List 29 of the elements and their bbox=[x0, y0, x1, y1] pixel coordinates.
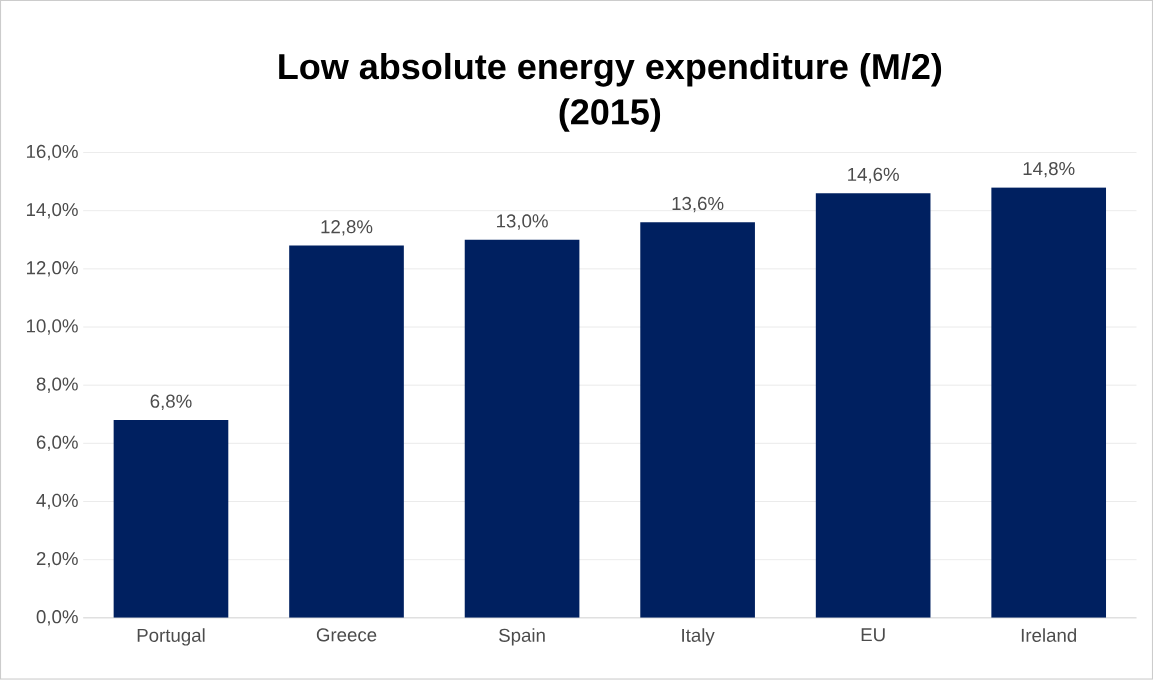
y-tick-label: 14,0% bbox=[26, 203, 78, 219]
data-label: 12,8% bbox=[321, 220, 373, 236]
data-label: 13,6% bbox=[672, 197, 724, 213]
data-label: 14,6% bbox=[848, 167, 899, 184]
data-label: 13,0% bbox=[497, 214, 548, 230]
data-label: 14,8% bbox=[1023, 162, 1075, 178]
bar bbox=[991, 187, 1107, 618]
bar bbox=[289, 245, 404, 618]
y-tick-label: 16,0% bbox=[26, 144, 78, 161]
chart-subtitle: (2015) bbox=[559, 98, 661, 132]
data-label: 6,8% bbox=[150, 394, 192, 411]
x-tick-label: Ireland bbox=[1021, 628, 1077, 643]
x-tick-label: Portugal bbox=[137, 628, 205, 646]
y-tick-label: 10,0% bbox=[26, 319, 78, 335]
x-tick-label: Italy bbox=[682, 628, 715, 646]
x-tick-label: EU bbox=[861, 628, 885, 642]
y-tick-label: 12,0% bbox=[26, 261, 78, 277]
bar bbox=[464, 239, 580, 618]
y-tick-label: 0,0% bbox=[36, 610, 78, 626]
x-tick-label: Greece bbox=[316, 628, 377, 642]
y-tick-label: 2,0% bbox=[36, 552, 78, 568]
y-tick-label: 4,0% bbox=[36, 493, 78, 510]
chart-title: Low absolute energy expenditure (M/2) bbox=[279, 53, 942, 87]
bar bbox=[815, 193, 931, 618]
y-tick-label: 8,0% bbox=[36, 377, 78, 394]
x-tick-label: Spain bbox=[499, 628, 545, 646]
bar bbox=[640, 222, 755, 618]
bar bbox=[113, 420, 229, 618]
y-tick-label: 6,0% bbox=[36, 435, 78, 452]
